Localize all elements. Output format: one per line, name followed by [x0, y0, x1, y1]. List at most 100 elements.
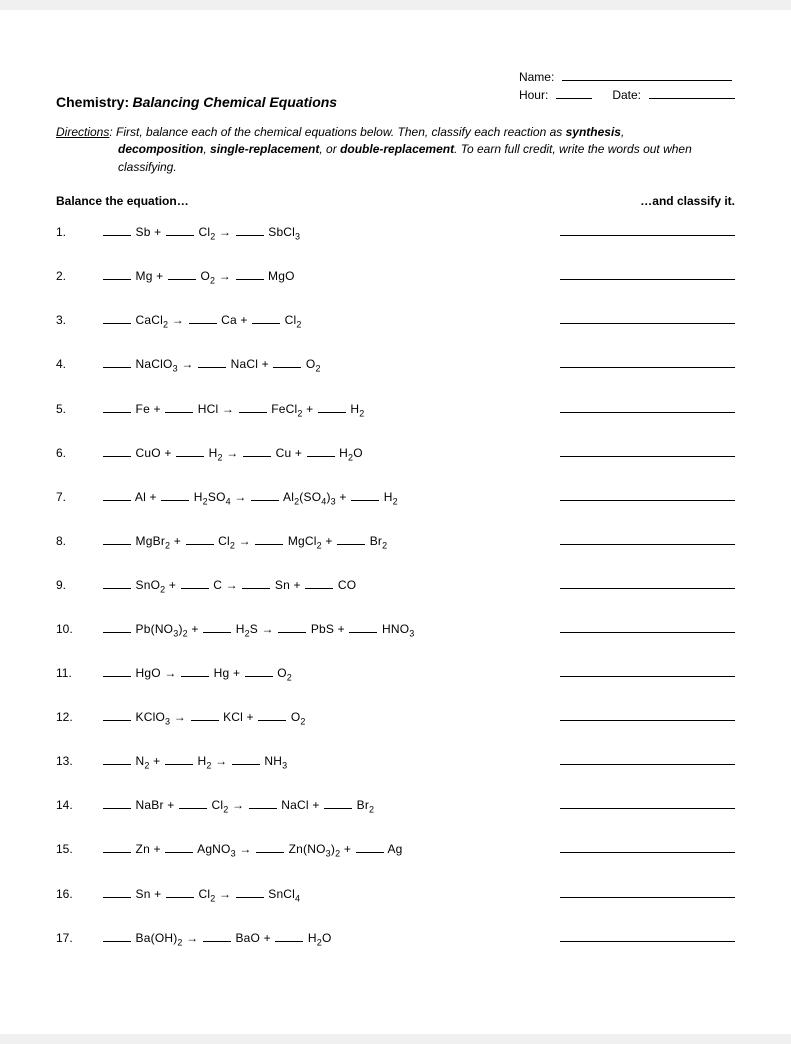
classify-blank[interactable] [560, 753, 735, 765]
coefficient-blank[interactable] [191, 711, 219, 721]
coefficient-blank[interactable] [258, 711, 286, 721]
coefficient-blank[interactable] [255, 535, 283, 545]
classify-blank[interactable] [560, 665, 735, 677]
coefficient-blank[interactable] [203, 623, 231, 633]
coefficient-blank[interactable] [166, 888, 194, 898]
directions-block: Directions: First, balance each of the c… [56, 124, 735, 176]
problem-number: 1. [56, 225, 102, 239]
coefficient-blank[interactable] [103, 711, 131, 721]
species: NaCl [231, 357, 258, 371]
coefficient-blank[interactable] [103, 888, 131, 898]
coefficient-blank[interactable] [239, 403, 267, 413]
coefficient-blank[interactable] [166, 226, 194, 236]
coefficient-blank[interactable] [103, 358, 131, 368]
coefficient-blank[interactable] [349, 623, 377, 633]
species: C [213, 578, 222, 592]
coefficient-blank[interactable] [103, 799, 131, 809]
classify-blank[interactable] [560, 401, 735, 413]
classify-blank[interactable] [560, 621, 735, 633]
name-blank[interactable] [562, 69, 732, 81]
coefficient-blank[interactable] [236, 226, 264, 236]
coefficient-blank[interactable] [161, 491, 189, 501]
coefficient-blank[interactable] [165, 403, 193, 413]
coefficient-blank[interactable] [278, 623, 306, 633]
coefficient-blank[interactable] [103, 226, 131, 236]
coefficient-blank[interactable] [103, 932, 131, 942]
coefficient-blank[interactable] [307, 447, 335, 457]
coefficient-blank[interactable] [245, 667, 273, 677]
coefficient-blank[interactable] [351, 491, 379, 501]
coefficient-blank[interactable] [356, 843, 384, 853]
coefficient-blank[interactable] [203, 932, 231, 942]
col-right: …and classify it. [640, 194, 735, 208]
coefficient-blank[interactable] [236, 888, 264, 898]
coefficient-blank[interactable] [243, 447, 271, 457]
coefficient-blank[interactable] [305, 579, 333, 589]
kw-synthesis: synthesis [566, 125, 621, 139]
coefficient-blank[interactable] [165, 755, 193, 765]
species: HNO3 [382, 622, 415, 636]
coefficient-blank[interactable] [103, 491, 131, 501]
species: MgBr2 [136, 534, 171, 548]
plus-op: + [161, 446, 175, 460]
plus-op: + [165, 578, 179, 592]
coefficient-blank[interactable] [165, 843, 193, 853]
classify-blank[interactable] [560, 445, 735, 457]
coefficient-blank[interactable] [186, 535, 214, 545]
hour-blank[interactable] [556, 87, 592, 99]
species: Cl2 [212, 798, 229, 812]
coefficient-blank[interactable] [103, 843, 131, 853]
classify-blank[interactable] [560, 841, 735, 853]
classify-blank[interactable] [560, 797, 735, 809]
problem-number: 12. [56, 710, 102, 724]
coefficient-blank[interactable] [176, 447, 204, 457]
problem-row: 1. Sb + Cl2 → SbCl3 [56, 224, 735, 239]
coefficient-blank[interactable] [103, 447, 131, 457]
coefficient-blank[interactable] [103, 579, 131, 589]
coefficient-blank[interactable] [181, 579, 209, 589]
problem-number: 6. [56, 446, 102, 460]
coefficient-blank[interactable] [275, 932, 303, 942]
coefficient-blank[interactable] [232, 755, 260, 765]
classify-blank[interactable] [560, 533, 735, 545]
coefficient-blank[interactable] [103, 535, 131, 545]
classify-blank[interactable] [560, 224, 735, 236]
classify-blank[interactable] [560, 268, 735, 280]
coefficient-blank[interactable] [181, 667, 209, 677]
coefficient-blank[interactable] [103, 755, 131, 765]
species: H2 [350, 402, 364, 416]
coefficient-blank[interactable] [198, 358, 226, 368]
coefficient-blank[interactable] [324, 799, 352, 809]
coefficient-blank[interactable] [318, 403, 346, 413]
coefficient-blank[interactable] [168, 270, 196, 280]
coefficient-blank[interactable] [103, 623, 131, 633]
coefficient-blank[interactable] [236, 270, 264, 280]
coefficient-blank[interactable] [337, 535, 365, 545]
coefficient-blank[interactable] [273, 358, 301, 368]
classify-blank[interactable] [560, 577, 735, 589]
species: NaClO3 [136, 357, 178, 371]
coefficient-blank[interactable] [103, 270, 131, 280]
column-headers: Balance the equation… …and classify it. [56, 194, 735, 208]
coefficient-blank[interactable] [256, 843, 284, 853]
classify-blank[interactable] [560, 312, 735, 324]
classify-blank[interactable] [560, 886, 735, 898]
coefficient-blank[interactable] [252, 314, 280, 324]
coefficient-blank[interactable] [251, 491, 279, 501]
coefficient-blank[interactable] [189, 314, 217, 324]
species: KClO3 [136, 710, 171, 724]
plus-op: + [309, 798, 323, 812]
classify-blank[interactable] [560, 489, 735, 501]
classify-blank[interactable] [560, 709, 735, 721]
coefficient-blank[interactable] [179, 799, 207, 809]
date-blank[interactable] [649, 87, 735, 99]
coefficient-blank[interactable] [103, 403, 131, 413]
species: H2O [308, 931, 332, 945]
coefficient-blank[interactable] [103, 667, 131, 677]
classify-blank[interactable] [560, 930, 735, 942]
coefficient-blank[interactable] [103, 314, 131, 324]
coefficient-blank[interactable] [242, 579, 270, 589]
plus-op: + [229, 666, 243, 680]
classify-blank[interactable] [560, 356, 735, 368]
coefficient-blank[interactable] [249, 799, 277, 809]
